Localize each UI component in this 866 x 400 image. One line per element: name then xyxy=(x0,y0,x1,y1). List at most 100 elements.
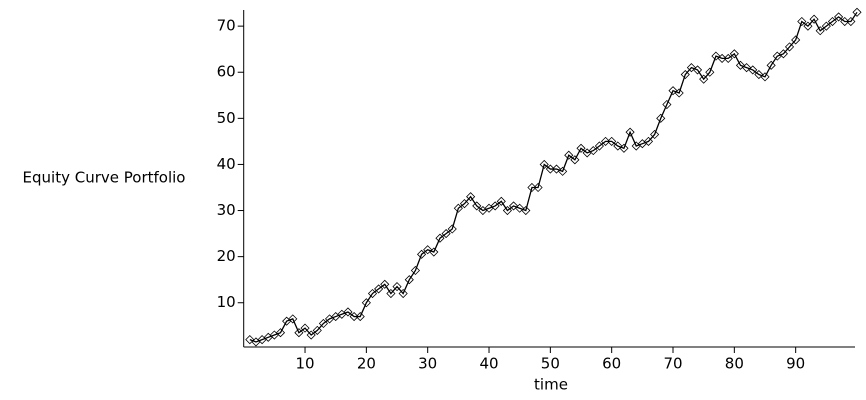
x-tick-label: 40 xyxy=(479,355,498,373)
point-marker xyxy=(545,164,555,174)
point-marker xyxy=(343,307,353,317)
point-marker xyxy=(306,330,316,340)
point-marker xyxy=(674,88,684,98)
point-marker xyxy=(349,312,359,322)
point-marker xyxy=(686,63,696,73)
point-marker xyxy=(416,249,427,259)
point-marker xyxy=(766,60,776,70)
point-marker xyxy=(821,21,831,31)
point-marker xyxy=(742,63,752,73)
point-marker xyxy=(423,245,433,255)
point-marker xyxy=(245,335,255,345)
point-marker xyxy=(441,229,451,239)
point-marker xyxy=(404,275,414,285)
point-marker xyxy=(361,298,371,308)
point-marker xyxy=(367,288,378,299)
point-marker xyxy=(533,182,543,193)
point-marker xyxy=(643,136,654,146)
point-marker xyxy=(386,288,396,299)
point-marker xyxy=(558,166,568,176)
point-marker xyxy=(392,282,402,292)
point-marker xyxy=(650,129,660,140)
x-tick-label: 50 xyxy=(541,355,560,373)
point-marker xyxy=(729,49,739,59)
point-marker xyxy=(564,150,574,160)
point-marker xyxy=(735,60,746,70)
x-tick-label: 70 xyxy=(663,355,682,373)
y-tick-label: 50 xyxy=(217,109,236,127)
point-marker xyxy=(797,16,807,27)
point-marker xyxy=(662,99,672,110)
y-tick-label: 20 xyxy=(217,247,236,265)
point-marker xyxy=(668,86,678,96)
point-marker xyxy=(300,323,310,333)
point-marker xyxy=(435,233,445,243)
point-marker xyxy=(380,279,390,289)
point-marker xyxy=(355,312,365,322)
point-marker xyxy=(515,203,525,213)
y-tick-label: 40 xyxy=(217,155,236,173)
point-marker xyxy=(680,69,690,80)
point-marker xyxy=(429,247,439,257)
point-marker xyxy=(852,7,862,17)
point-marker xyxy=(815,26,825,36)
point-marker xyxy=(607,136,617,146)
x-tick-label: 30 xyxy=(418,355,437,373)
point-marker xyxy=(791,35,801,45)
point-marker xyxy=(496,196,506,206)
point-marker xyxy=(827,16,838,27)
point-marker xyxy=(459,199,470,209)
series-line xyxy=(249,11,858,343)
point-marker xyxy=(748,65,758,75)
point-marker xyxy=(717,53,727,63)
point-marker xyxy=(809,14,819,24)
point-marker xyxy=(453,203,463,213)
point-marker xyxy=(619,143,629,153)
y-axis-label: Equity Curve Portfolio xyxy=(23,169,186,187)
point-marker xyxy=(527,182,537,193)
point-marker xyxy=(539,159,549,170)
point-marker xyxy=(521,205,531,216)
x-tick-label: 20 xyxy=(357,355,376,373)
point-marker xyxy=(778,49,788,59)
y-tick-label: 60 xyxy=(217,63,236,81)
point-marker xyxy=(312,325,322,335)
point-marker xyxy=(699,74,709,84)
point-marker xyxy=(466,192,476,202)
point-marker xyxy=(508,201,519,211)
point-marker xyxy=(588,146,598,156)
point-marker xyxy=(374,284,384,294)
x-tick-label: 60 xyxy=(602,355,621,373)
point-marker xyxy=(711,51,721,61)
point-marker xyxy=(692,65,703,75)
point-marker xyxy=(294,328,304,338)
point-marker xyxy=(288,314,298,324)
point-marker xyxy=(723,53,733,63)
x-tick-label: 80 xyxy=(725,355,744,373)
point-marker xyxy=(840,16,850,27)
point-marker xyxy=(502,205,512,216)
point-marker xyxy=(318,318,328,329)
point-marker xyxy=(551,164,562,174)
y-tick-label: 10 xyxy=(217,293,236,311)
point-marker xyxy=(398,288,408,299)
point-marker xyxy=(410,265,420,276)
point-marker xyxy=(600,136,611,146)
point-marker xyxy=(570,155,580,165)
point-marker xyxy=(834,12,844,22)
x-axis-label: time xyxy=(534,376,568,394)
point-marker xyxy=(784,42,795,52)
point-marker xyxy=(275,328,286,338)
y-tick-label: 70 xyxy=(217,17,236,35)
point-marker xyxy=(447,224,457,234)
point-marker xyxy=(760,72,770,82)
point-marker xyxy=(490,201,500,211)
point-marker xyxy=(594,141,604,151)
point-marker xyxy=(754,69,764,80)
point-marker xyxy=(472,201,482,211)
point-marker xyxy=(846,16,856,27)
point-marker xyxy=(613,141,623,151)
x-tick-label: 10 xyxy=(295,355,314,373)
